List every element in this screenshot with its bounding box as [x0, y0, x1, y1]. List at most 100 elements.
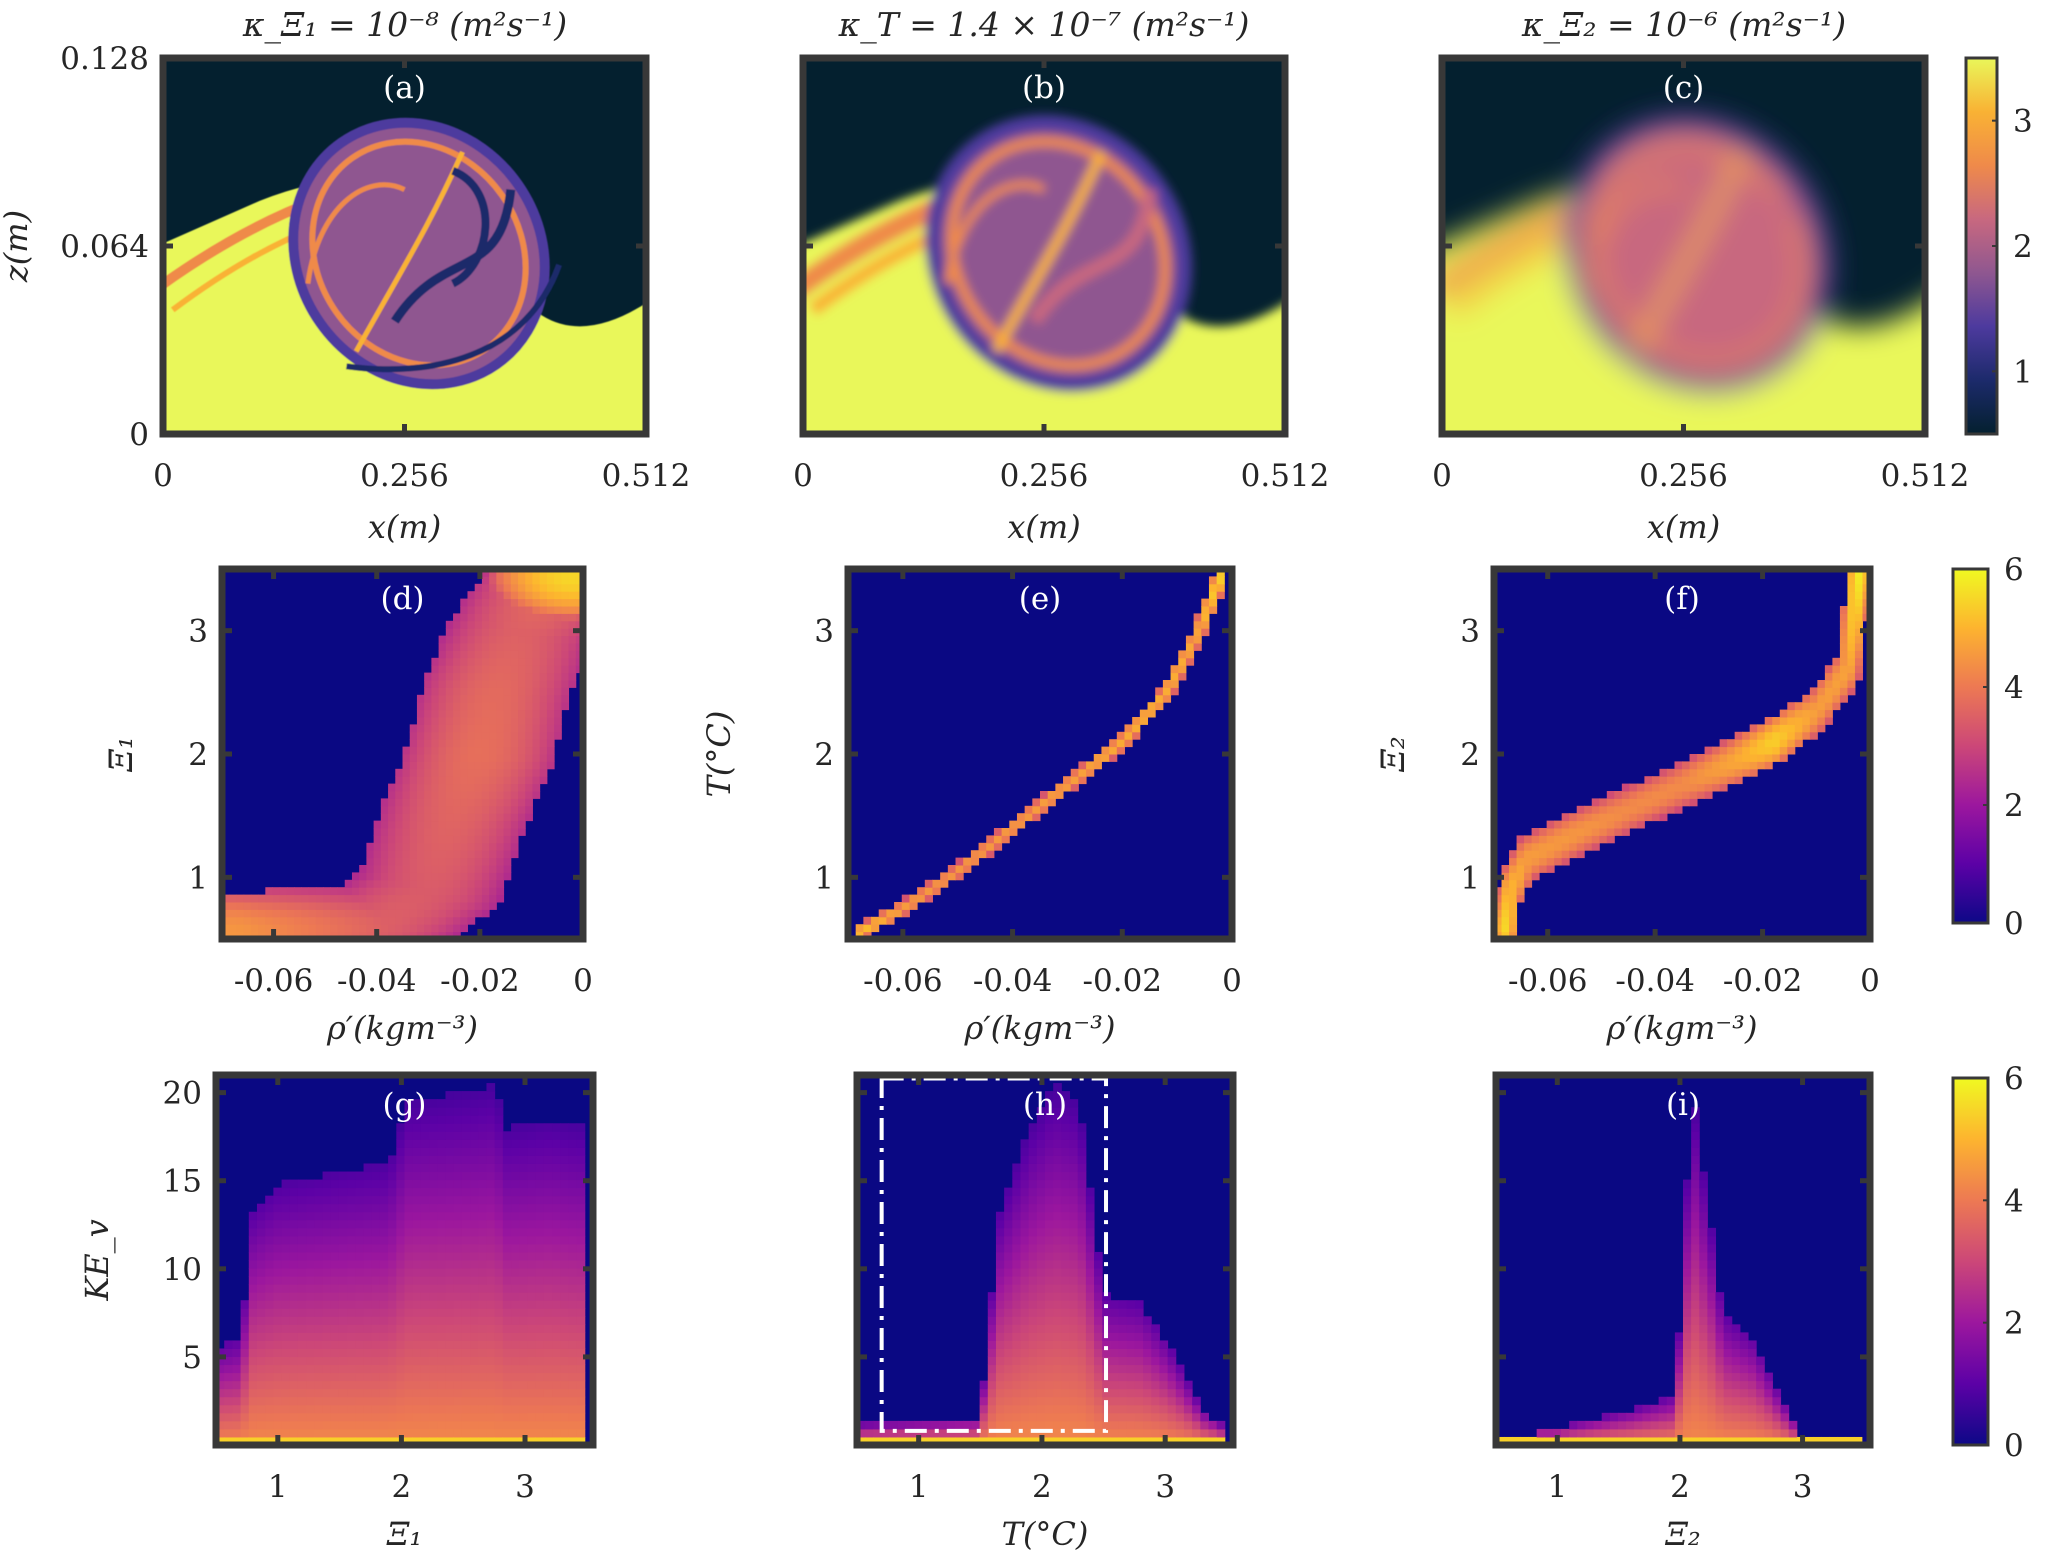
histogram-cell — [314, 1284, 324, 1293]
histogram-cell — [388, 798, 396, 807]
histogram-cell — [250, 924, 259, 933]
histogram-cell — [453, 680, 461, 688]
histogram-cell — [1712, 754, 1721, 762]
histogram-cell — [511, 1203, 520, 1213]
histogram-cell — [429, 1284, 438, 1293]
histogram-cell — [355, 1412, 365, 1422]
histogram-cell — [330, 902, 339, 910]
histogram-cell — [552, 1163, 561, 1173]
histogram-cell — [294, 916, 302, 925]
histogram-cell — [438, 717, 447, 725]
histogram-cell — [1591, 828, 1600, 836]
histogram-cell — [510, 717, 519, 725]
histogram-cell — [396, 1404, 405, 1414]
histogram-cell — [297, 1276, 307, 1285]
histogram-cell — [286, 924, 295, 933]
histogram-cell — [1045, 1396, 1054, 1406]
histogram-cell — [503, 665, 512, 674]
histogram-cell — [1061, 1219, 1071, 1229]
histogram-cell — [338, 1372, 348, 1382]
histogram-cell — [445, 1284, 455, 1293]
histogram-cell — [297, 1364, 307, 1374]
histogram-cell — [1683, 1332, 1692, 1341]
histogram-cell — [1159, 1396, 1169, 1406]
histogram-cell — [987, 1324, 997, 1333]
histogram-cell — [453, 1364, 463, 1374]
histogram-cell — [424, 746, 432, 755]
x-tick-label: 3 — [1793, 1469, 1813, 1505]
histogram-cell — [1839, 687, 1848, 696]
histogram-cell — [1658, 1396, 1668, 1406]
histogram-cell — [347, 1332, 356, 1341]
histogram-cell — [322, 1260, 332, 1269]
histogram-cell — [467, 665, 476, 674]
histogram-cell — [1110, 1332, 1120, 1341]
histogram-cell — [552, 1235, 561, 1245]
colorbar-fill — [1953, 569, 1988, 923]
histogram-cell — [1764, 1428, 1773, 1438]
histogram-cell — [502, 1284, 512, 1293]
histogram-cell — [224, 1436, 233, 1446]
histogram-cell — [1143, 1412, 1152, 1422]
histogram-cell — [453, 1340, 463, 1349]
histogram-cell — [258, 894, 266, 903]
histogram-cell — [416, 791, 425, 799]
histogram-cell — [1020, 1404, 1030, 1414]
histogram-cell — [1028, 1260, 1038, 1269]
histogram-cell — [445, 754, 454, 762]
histogram-cell — [1802, 702, 1811, 711]
histogram-cell — [1004, 1251, 1013, 1261]
histogram-cell — [539, 768, 548, 777]
histogram-cell — [1069, 1268, 1079, 1277]
histogram-cell — [525, 665, 533, 674]
histogram-cell — [1045, 1091, 1054, 1100]
histogram-cell — [494, 1340, 504, 1349]
histogram-cell — [453, 1171, 463, 1181]
histogram-cell — [486, 1123, 496, 1132]
histogram-cell — [373, 820, 382, 829]
histogram-cell — [474, 813, 483, 822]
histogram-cell — [281, 1324, 291, 1333]
histogram-cell — [1626, 1420, 1635, 1430]
histogram-cell — [416, 872, 425, 881]
histogram-cell — [467, 865, 476, 873]
histogram-cell — [1609, 1428, 1619, 1438]
histogram-cell — [525, 687, 533, 696]
histogram-cell — [355, 1372, 365, 1382]
histogram-cell — [363, 1243, 373, 1253]
histogram-cell — [552, 1251, 561, 1261]
histogram-cell — [489, 857, 497, 866]
histogram-cell — [494, 1203, 504, 1213]
histogram-cell — [1569, 850, 1578, 859]
histogram-cell — [1689, 768, 1698, 777]
histogram-cell — [1501, 879, 1510, 888]
histogram-cell — [489, 650, 497, 659]
histogram-cell — [494, 1163, 504, 1173]
histogram-cell — [1061, 1195, 1071, 1205]
histogram-cell — [445, 1179, 455, 1189]
histogram-cell — [1045, 1412, 1054, 1422]
x-tick-label: -0.04 — [337, 963, 417, 999]
histogram-cell — [1584, 828, 1593, 836]
histogram-cell — [511, 1195, 520, 1205]
histogram-cell — [322, 1372, 332, 1382]
histogram-cell — [470, 1412, 479, 1422]
histogram-cell — [1546, 828, 1555, 836]
histogram-cell — [1829, 1436, 1838, 1446]
histogram-cell — [330, 916, 339, 925]
histogram-cell — [511, 1227, 520, 1237]
histogram-cell — [1832, 687, 1841, 696]
histogram-cell — [503, 776, 512, 785]
histogram-cell — [355, 1420, 365, 1430]
histogram-cell — [429, 1171, 438, 1181]
histogram-cell — [535, 1284, 545, 1293]
histogram-cell — [1012, 1404, 1021, 1414]
histogram-cell — [1085, 1380, 1095, 1390]
filament — [991, 149, 1107, 354]
histogram-cell — [1134, 1332, 1144, 1341]
histogram-cell — [379, 1388, 389, 1398]
x-tick-label: 0 — [793, 458, 813, 494]
histogram-cell — [424, 879, 432, 888]
histogram-cell — [420, 1420, 430, 1430]
